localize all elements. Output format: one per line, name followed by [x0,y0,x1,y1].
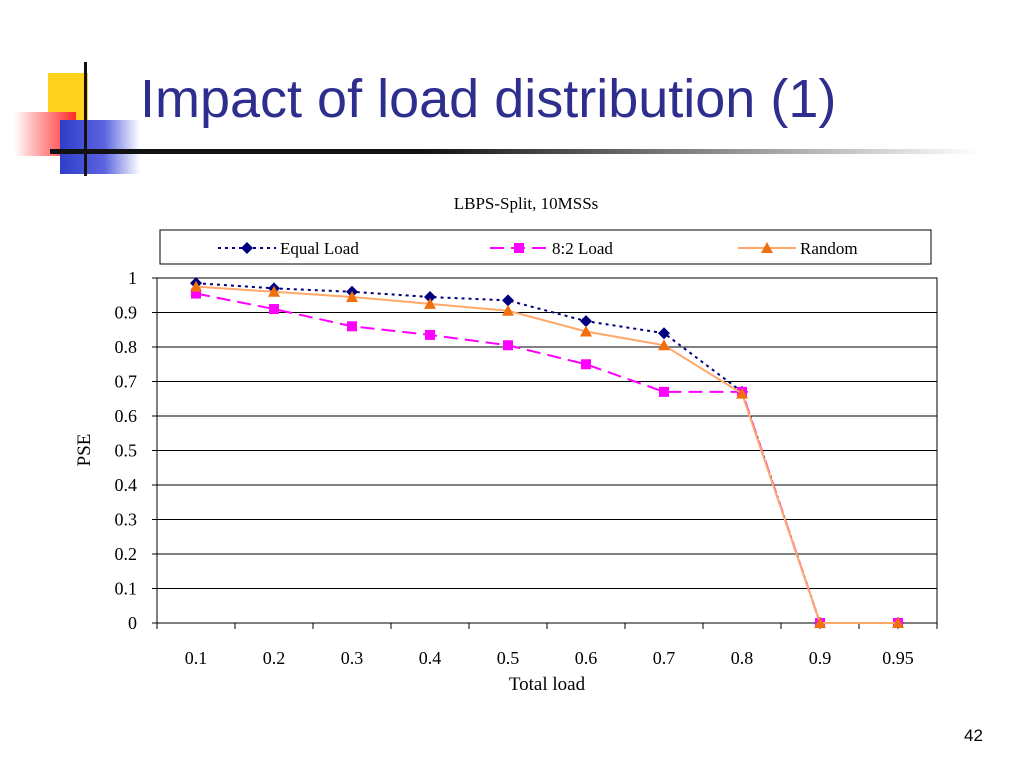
data-point-triangle [502,304,514,316]
y-tick-label: 0.9 [115,303,138,323]
y-tick-label: 0.8 [115,337,138,357]
data-point-triangle [190,280,202,292]
series-3 [190,280,904,628]
chart-title: LBPS-Split, 10MSSs [454,194,599,213]
data-point-diamond [502,294,514,307]
y-tick-label: 1 [128,268,137,288]
y-axis-label: PSE [74,434,95,467]
series-line [195,285,898,624]
y-tick-label: 0.4 [115,475,138,495]
data-point-square [347,321,357,332]
x-tick-label: 0.8 [731,648,754,668]
x-tick-label: 0.2 [263,648,286,668]
series-line [195,292,898,624]
x-tick-label: 0.95 [882,648,914,668]
x-tick-label: 0.7 [653,648,676,668]
data-point-square [514,243,524,253]
data-point-square [191,288,201,299]
x-axis-tick-labels: 0.1 0.2 0.3 0.4 0.5 0.6 0.7 0.8 0.9 0.95 [185,648,914,668]
x-tick-label: 0.3 [341,648,364,668]
series-line [195,282,898,624]
series-2 [191,288,903,628]
page-number: 42 [964,726,983,745]
legend-label: Equal Load [280,239,359,258]
x-tick-label: 0.5 [497,648,520,668]
data-point-square [425,329,435,340]
y-tick-label: 0 [128,613,137,633]
data-point-triangle [268,285,280,297]
legend-box [159,229,932,265]
y-tick-label: 0.7 [115,372,138,392]
y-tick-label: 0.2 [115,544,138,564]
data-point-triangle [658,339,670,351]
y-axis-tick-labels: 0 0.1 0.2 0.3 0.4 0.5 0.6 0.7 0.8 0.9 1 [115,268,138,633]
series-1 [190,277,904,629]
legend-label: 8:2 Load [552,239,613,258]
data-point-diamond [424,290,436,303]
x-tick-label: 0.9 [809,648,832,668]
data-point-triangle [346,290,358,302]
data-point-triangle [580,325,592,337]
slide-title: Impact of load distribution (1) [140,69,837,129]
data-point-triangle [892,617,904,628]
data-point-square [269,304,279,315]
y-tick-label: 0.6 [115,406,138,426]
data-point-square [659,386,669,397]
x-axis-label: Total load [509,674,586,695]
data-point-diamond [658,327,670,340]
x-tick-label: 0.6 [575,648,598,668]
legend-item: 8:2 Load [490,239,613,258]
legend-label: Random [800,239,858,258]
decor-blue-square [60,120,140,174]
data-point-triangle [814,617,826,628]
y-tick-label: 0.5 [115,441,138,461]
decor-vertical-line [84,62,87,176]
title-underline [50,149,980,154]
x-tick-label: 0.4 [419,648,442,668]
data-point-triangle [736,387,748,399]
y-tick-label: 0.3 [115,510,138,530]
legend-item: Equal Load [218,239,359,258]
x-tick-label: 0.1 [185,648,208,668]
data-point-square [503,340,513,351]
data-point-triangle [424,297,436,309]
y-tick-label: 0.1 [115,579,138,599]
series-layer [190,277,904,629]
data-point-diamond [241,242,253,254]
legend-item: Random [738,239,858,258]
data-point-square [581,359,591,370]
legend: Equal Load 8:2 Load Random [218,239,858,258]
data-point-diamond [580,315,592,328]
gridlines [152,277,938,629]
data-point-triangle [761,242,773,253]
